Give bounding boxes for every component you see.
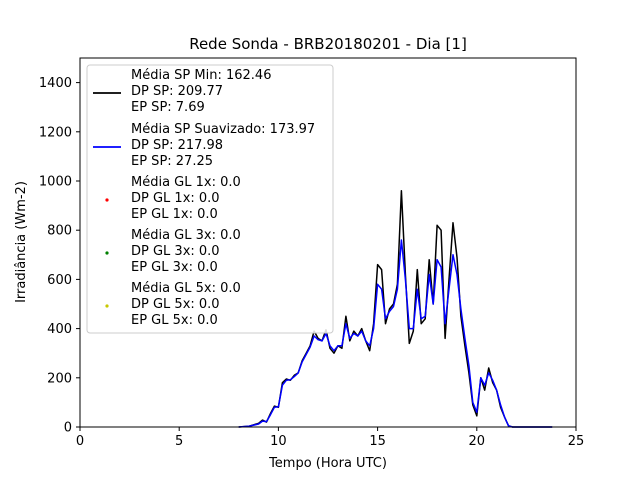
legend-text-2-1: DP GL 1x: 0.0	[131, 191, 220, 206]
legend-text-1-0: Média SP Suavizado: 173.97	[131, 122, 315, 137]
y-tick-label-4: 800	[47, 224, 72, 239]
chart-title: Rede Sonda - BRB20180201 - Dia [1]	[189, 35, 467, 53]
y-tick-label-0: 0	[64, 421, 72, 436]
legend-text-4-2: EP GL 5x: 0.0	[131, 313, 218, 328]
legend-text-1-1: DP SP: 217.98	[131, 138, 223, 153]
legend-text-3-1: DP GL 3x: 0.0	[131, 244, 220, 259]
y-tick-label-6: 1200	[39, 125, 72, 140]
legend-text-0-0: Média SP Min: 162.46	[131, 68, 271, 83]
plot-frame	[79, 57, 577, 428]
legend-text-4-0: Média GL 5x: 0.0	[131, 281, 241, 296]
legend-text-4-1: DP GL 5x: 0.0	[131, 297, 220, 312]
legend-marker-4	[105, 304, 109, 308]
legend-text-3-2: EP GL 3x: 0.0	[131, 260, 218, 275]
x-tick-label-2: 10	[270, 434, 287, 449]
legend-marker-2	[105, 198, 109, 202]
legend-text-3-0: Média GL 3x: 0.0	[131, 228, 241, 243]
y-tick-label-3: 600	[47, 273, 72, 288]
x-tick-label-1: 5	[175, 434, 183, 449]
y-axis: 0 200 400 600 800 1000 1200 1400	[39, 76, 80, 436]
series-line-1	[238, 239, 553, 428]
legend-text-0-1: DP SP: 209.77	[131, 84, 223, 99]
y-tick-label-1: 200	[47, 371, 72, 386]
legend-text-2-0: Média GL 1x: 0.0	[131, 175, 241, 190]
legend-text-1-2: EP SP: 27.25	[131, 154, 213, 169]
y-axis-label: Irradiância (Wm-2)	[14, 181, 29, 303]
x-axis: 0 5 10 15 20 25	[76, 427, 584, 449]
x-tick-label-0: 0	[76, 434, 84, 449]
x-tick-label-3: 15	[369, 434, 386, 449]
legend-marker-3	[105, 251, 109, 255]
y-tick-label-7: 1400	[39, 76, 72, 91]
y-tick-label-5: 1000	[39, 175, 72, 190]
legend-box	[86, 64, 334, 334]
x-tick-label-4: 20	[469, 434, 486, 449]
legend-text-0-2: EP SP: 7.69	[131, 100, 205, 115]
legend-text-2-2: EP GL 1x: 0.0	[131, 207, 218, 222]
y-tick-label-2: 400	[47, 322, 72, 337]
x-axis-label: Tempo (Hora UTC)	[268, 456, 387, 471]
series-layer	[238, 190, 553, 428]
x-tick-label-5: 25	[568, 434, 585, 449]
